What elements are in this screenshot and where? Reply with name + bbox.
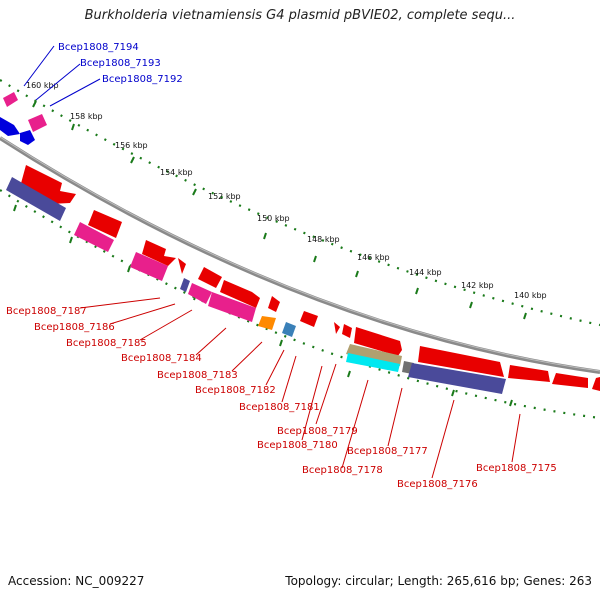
scale-label: 156 kbp xyxy=(115,141,148,150)
top-gene-labels: Bcep1808_7194 Bcep1808_7193 Bcep1808_719… xyxy=(58,42,183,85)
gene-red xyxy=(354,327,402,356)
gene-slate xyxy=(408,363,506,394)
gene-label: Bcep1808_7194 xyxy=(58,42,139,53)
gene-pink xyxy=(74,222,114,252)
gene-red xyxy=(220,280,260,308)
gene-bcep1808-7194 xyxy=(3,92,18,107)
scale-label: 150 kbp xyxy=(257,214,290,223)
gene-label: Bcep1808_7184 xyxy=(121,353,202,364)
gene-pink xyxy=(130,252,168,281)
gene-label: Bcep1808_7193 xyxy=(80,58,161,69)
scale-label: 154 kbp xyxy=(160,168,193,177)
inner-major-ticks xyxy=(13,204,513,407)
gene-label: Bcep1808_7176 xyxy=(397,479,478,490)
gene-red xyxy=(552,373,588,388)
gene-orange xyxy=(258,316,276,330)
gene-label: Bcep1808_7192 xyxy=(102,74,183,85)
gene-label: Bcep1808_7178 xyxy=(302,465,383,476)
gene-label: Bcep1808_7179 xyxy=(277,426,358,437)
genes-reverse xyxy=(6,177,506,394)
gene-red xyxy=(508,365,550,382)
scale-label: 148 kbp xyxy=(307,235,340,244)
gene-steel xyxy=(282,322,296,337)
gene-label: Bcep1808_7187 xyxy=(6,306,87,317)
gene-cyan xyxy=(346,353,400,372)
gene-label: Bcep1808_7177 xyxy=(347,446,428,457)
inner-scale-ring xyxy=(0,189,600,420)
scale-label: 160 kbp xyxy=(26,81,59,90)
gene-label: Bcep1808_7181 xyxy=(239,402,320,413)
gene-bcep1808-7193 xyxy=(28,114,47,132)
gene-label: Bcep1808_7182 xyxy=(195,385,276,396)
gene-red xyxy=(178,258,186,274)
gene-label: Bcep1808_7186 xyxy=(34,322,115,333)
bottom-gene-labels: Bcep1808_7187 Bcep1808_7186 Bcep1808_718… xyxy=(6,306,557,490)
gene-label: Bcep1808_7180 xyxy=(257,440,338,451)
gene-khaki xyxy=(346,344,402,366)
gene-red xyxy=(88,210,122,238)
summary-text: Topology: circular; Length: 265,616 bp; … xyxy=(285,574,592,588)
gene-slate xyxy=(6,177,66,221)
gene-bcep1808-7192 xyxy=(0,117,20,136)
outer-major-ticks xyxy=(32,100,527,320)
gene-label: Bcep1808_7185 xyxy=(66,338,147,349)
scale-label: 146 kbp xyxy=(357,253,390,262)
gene-red xyxy=(418,346,504,377)
gene-red xyxy=(268,296,280,312)
top-leader-lines xyxy=(23,45,101,107)
gene-label: Bcep1808_7183 xyxy=(157,370,238,381)
gene-pink xyxy=(208,292,256,322)
genes-forward xyxy=(20,165,600,391)
scale-label: 152 kbp xyxy=(208,192,241,201)
gene-red xyxy=(334,322,340,334)
gene-red xyxy=(198,267,222,288)
gene-red xyxy=(300,311,318,327)
gene-pink xyxy=(188,283,212,304)
gene-red xyxy=(342,324,352,338)
gene-red xyxy=(142,240,176,266)
scale-labels: 160 kbp 158 kbp 156 kbp 154 kbp 152 kbp … xyxy=(26,81,547,300)
scale-label: 158 kbp xyxy=(70,112,103,121)
gene-blue-small xyxy=(20,130,35,145)
map-title: Burkholderia vietnamiensis G4 plasmid pB… xyxy=(84,8,516,23)
gene-red xyxy=(592,377,600,391)
gene-label: Bcep1808_7175 xyxy=(476,463,557,474)
backbone-ring xyxy=(0,136,600,374)
gene-slate xyxy=(180,278,190,292)
genes-top xyxy=(0,92,47,145)
scale-label: 142 kbp xyxy=(461,281,494,290)
scale-label: 144 kbp xyxy=(409,268,442,277)
bottom-leader-lines xyxy=(79,297,521,479)
scale-label: 140 kbp xyxy=(514,291,547,300)
accession-text: Accession: NC_009227 xyxy=(8,574,145,588)
